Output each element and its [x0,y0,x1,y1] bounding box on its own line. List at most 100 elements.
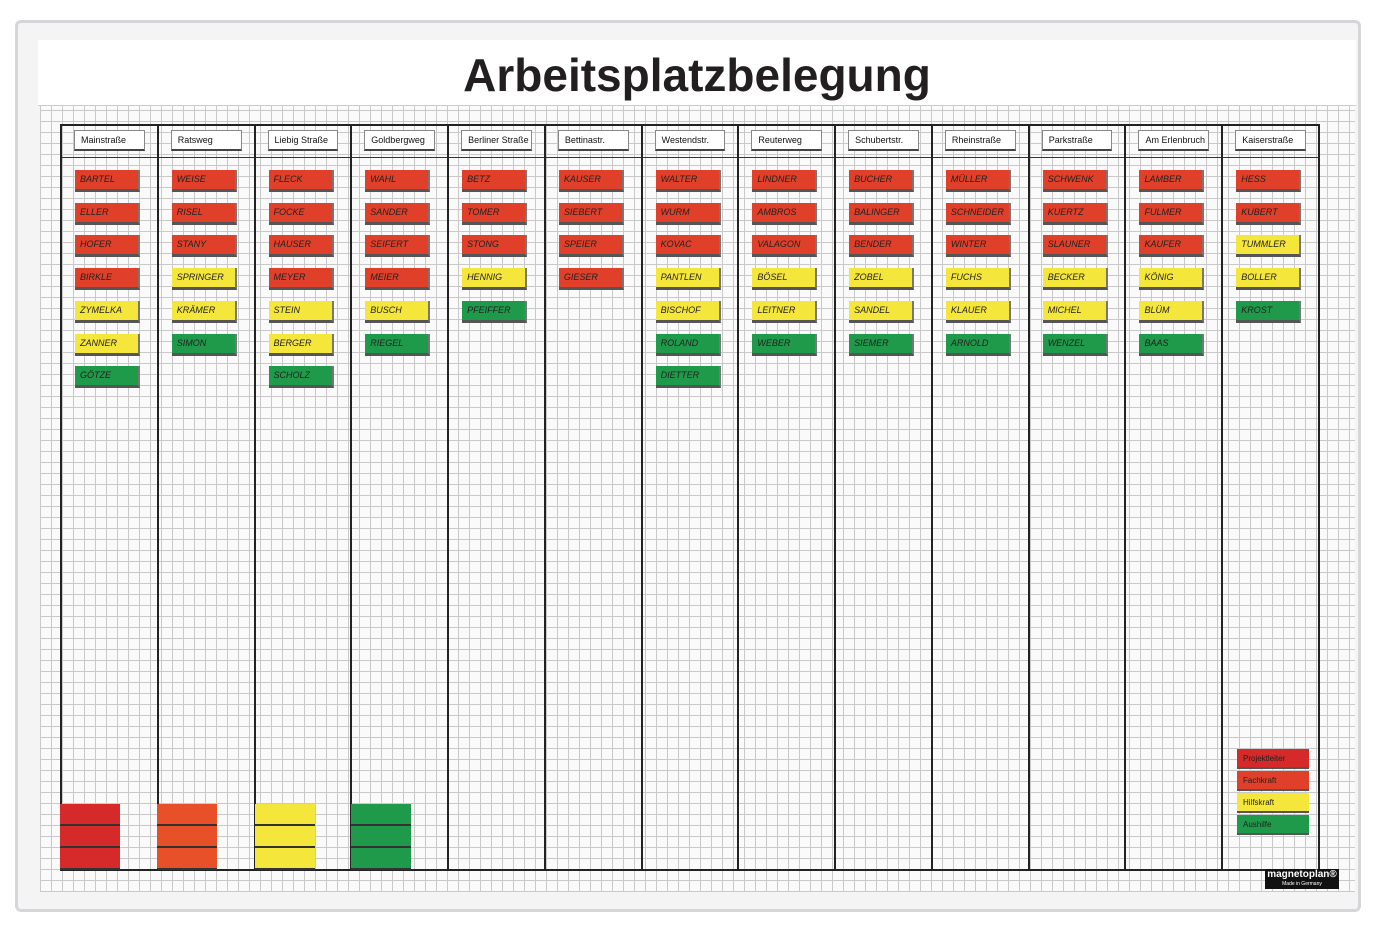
brand-logo: magnetoplan® Made in Germany [1265,869,1339,889]
name-card: Stong [462,235,528,258]
column: Rheinstraße [930,125,1028,870]
column-header: Westendstr. [654,130,726,151]
title-band: Arbeitsplatzbelegung [38,40,1356,106]
name-card: Slauner [1042,235,1108,258]
name-card: Stein [268,300,334,323]
name-card: Tomer [462,202,528,225]
name-card: Müller [945,170,1011,192]
name-card: Fleck [268,170,334,192]
spare-magnet [255,804,315,826]
spare-magnet [60,826,120,848]
column: Bettinastr. [543,125,641,870]
spare-magnet [255,848,315,870]
column: Kaiserstraße [1221,125,1318,870]
spare-magnet [157,804,217,826]
name-card: Ambros [752,202,818,225]
name-card: Bender [849,235,915,258]
name-card: Wahl [365,170,431,192]
name-card: Winter [945,235,1011,258]
column: Liebig Straße [253,125,351,870]
brand-subtitle: Made in Germany [1282,881,1322,887]
name-card: Birkle [75,268,140,291]
name-card: Bucher [849,170,915,192]
legend-item: Fachkraft [1237,771,1309,791]
name-card: Busch [365,300,431,323]
name-card: Kauser [558,170,624,192]
name-card: Wurm [655,202,721,225]
name-card: Valagon [752,235,818,258]
column: Westendstr. [640,125,738,870]
column: Ratsweg [156,125,254,870]
spare-magnet [351,848,411,870]
name-card: Blüm [1139,300,1205,323]
name-card: Risel [171,202,237,225]
name-card: Kovac [655,235,721,258]
name-card: Hauser [268,235,334,258]
name-card: Götze [75,366,140,389]
name-card: Schwenk [1042,170,1108,192]
column-header: Berliner Straße [461,130,532,151]
title: Arbeitsplatzbelegung [463,49,931,101]
name-card: Michel [1042,300,1108,323]
name-card: Eller [75,202,140,225]
name-card: Balinger [849,202,915,225]
name-card: Zobel [849,268,915,291]
name-card: Leitner [752,300,818,323]
name-card: Speier [558,235,624,258]
spare-magnet [351,804,411,826]
name-card: Zymelka [75,300,140,323]
name-card: Siemer [849,333,915,356]
column-header: Mainstraße [74,130,145,151]
table-top [60,124,1320,126]
column-header: Am Erlenbruch [1138,130,1210,151]
name-card: Meyer [268,268,334,291]
name-card: Becker [1042,268,1108,291]
column-header: Ratsweg [170,130,242,151]
spare-magnet [157,826,217,848]
name-card: Kuertz [1042,202,1108,225]
name-card: Schneider [945,202,1011,225]
spare-magnet [60,848,120,870]
column-header: Kaiserstraße [1235,130,1306,151]
legend-item: Projektleiter [1237,749,1309,769]
name-card: Scholz [268,366,334,389]
column-header: Bettinastr. [557,130,629,151]
name-card: König [1139,268,1205,291]
name-card: Hennig [462,268,528,291]
column: Am Erlenbruch [1124,125,1221,870]
name-card: Springer [171,268,237,291]
name-card: Bischof [655,300,721,323]
name-card: Dietter [655,366,721,389]
column-header: Parkstraße [1041,130,1113,151]
name-card: Hess [1236,170,1302,192]
column: Berliner Straße [447,125,544,870]
table-bottom [60,869,1320,871]
spare-magnet [60,804,120,826]
column-header: Liebig Straße [267,130,339,151]
name-card: Meier [365,268,431,291]
name-card: Bartel [75,170,140,192]
name-card: Pantlen [655,268,721,291]
name-card: Gieser [558,268,624,291]
name-card: Zanner [75,333,140,356]
column-header: Reuterweg [751,130,823,151]
name-card: Sandel [849,300,915,323]
name-card: Lamber [1139,170,1205,192]
brand-name: magnetoplan® [1267,869,1337,880]
name-card: Walter [655,170,721,192]
name-card: Fuchs [945,268,1011,291]
column: Reuterweg [737,125,834,870]
column: Goldbergweg [350,125,447,870]
name-card: Lindner [752,170,818,192]
name-card: Betz [462,170,528,192]
name-card: Wenzel [1042,333,1108,356]
name-card: Klauer [945,300,1011,323]
name-card: Seifert [365,235,431,258]
name-card: Roland [655,333,721,356]
name-card: Simon [171,333,237,356]
name-card: Weber [752,333,818,356]
name-card: Krämer [171,300,237,323]
name-card: Berger [268,333,334,356]
spare-magnet [255,826,315,848]
name-card: Pfeiffer [462,300,528,323]
